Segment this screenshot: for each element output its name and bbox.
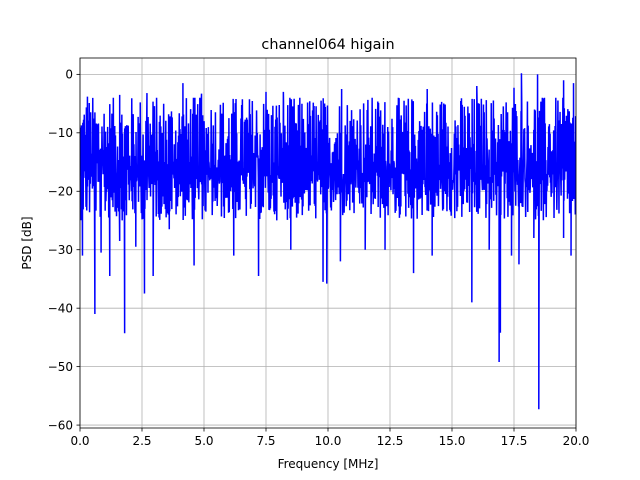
y-tick-label: −20 — [48, 185, 73, 199]
psd-series-line — [80, 73, 576, 410]
y-tick-label: −30 — [48, 243, 73, 257]
x-tick-label: 10.0 — [315, 434, 342, 448]
x-tick-label: 12.5 — [377, 434, 404, 448]
y-tick-label: −50 — [48, 360, 73, 374]
y-tick-label: −10 — [48, 126, 73, 140]
chart-title: channel064 higain — [261, 37, 394, 53]
x-axis-ticks: 0.0 2.5 5.0 7.5 10.0 12.5 15.0 17.5 20.0 — [70, 428, 589, 448]
x-tick-label: 2.5 — [132, 434, 151, 448]
x-axis-label: Frequency [MHz] — [278, 457, 379, 471]
y-tick-label: 0 — [65, 68, 73, 82]
y-tick-label: −60 — [48, 418, 73, 432]
x-tick-label: 17.5 — [501, 434, 528, 448]
x-tick-label: 5.0 — [194, 434, 213, 448]
y-tick-label: −40 — [48, 301, 73, 315]
y-axis-ticks: 0 −10 −20 −30 −40 −50 −60 — [48, 68, 80, 432]
plot-area — [80, 73, 576, 410]
y-axis-label: PSD [dB] — [20, 216, 34, 269]
x-tick-label: 20.0 — [563, 434, 590, 448]
x-tick-label: 15.0 — [439, 434, 466, 448]
x-tick-label: 7.5 — [256, 434, 275, 448]
x-tick-label: 0.0 — [70, 434, 89, 448]
